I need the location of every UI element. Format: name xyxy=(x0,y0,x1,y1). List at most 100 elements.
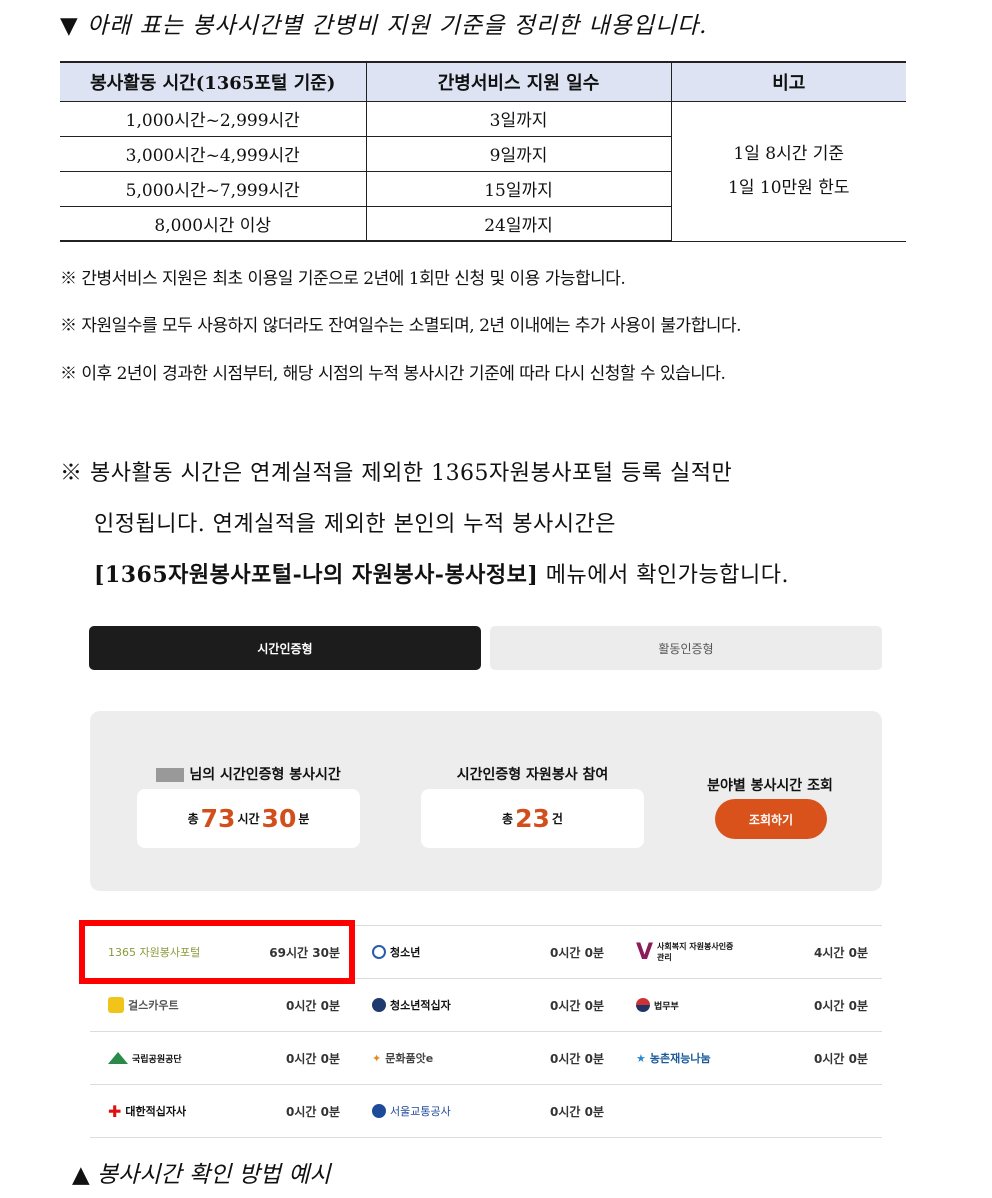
girlscout-icon xyxy=(108,997,124,1013)
org-name: 문화품앗e xyxy=(385,1052,434,1065)
note: ※ 자원일수를 모두 사용하지 않더라도 잔여일수는 소멸되며, 2년 이내에는… xyxy=(60,316,742,336)
list-item: 법무부 0시간 0분 xyxy=(618,979,882,1031)
table-cell: 1,000시간~2,999시간 xyxy=(60,101,366,137)
list-item: 청소년 0시간 0분 xyxy=(354,926,618,978)
table-cell: 3,000시간~4,999시간 xyxy=(60,136,366,172)
hours-value: 0시간 0분 xyxy=(286,1051,340,1066)
menu-path: [1365자원봉사포털-나의 자원봉사-봉사정보] xyxy=(94,562,539,588)
para-line: [1365자원봉사포털-나의 자원봉사-봉사정보] 메뉴에서 확인가능합니다. xyxy=(60,550,789,601)
org-logo: 서울교통공사 xyxy=(372,1103,451,1119)
redacted-name xyxy=(156,767,185,782)
hours-value: 73 xyxy=(200,804,236,833)
field-label: 분야별 봉사시간 조회 xyxy=(707,778,833,794)
remark-cell: 1일 8시간 기준 1일 10만원 한도 xyxy=(670,101,906,242)
org-name: 청소년 xyxy=(390,946,421,959)
star-icon: ★ xyxy=(636,1051,646,1065)
table-cell: 8,000시간 이상 xyxy=(60,206,366,242)
table-row: 8,000시간 이상 24일까지 xyxy=(60,206,906,242)
org-hours-list: 1365 자원봉사포털 69시간 30분 청소년 0시간 0분 V 사회복지 자원봉사… xyxy=(90,925,882,1138)
cross-circle-icon xyxy=(372,998,386,1012)
list-item: V 사회복지 자원봉사인증관리 4시간 0분 xyxy=(618,926,882,978)
info-paragraph: ※ 봉사활동 시간은 연계실적을 제외한 1365자원봉사포털 등록 실적만 인… xyxy=(60,448,789,601)
hours-value: 4시간 0분 xyxy=(814,945,868,960)
metro-icon xyxy=(372,1104,386,1118)
list-item: ✦ 문화품앗e 0시간 0분 xyxy=(354,1032,618,1084)
column-header: 비고 xyxy=(670,61,906,102)
total-prefix: 총 xyxy=(187,812,199,826)
table-cell: 24일까지 xyxy=(365,206,671,242)
lookup-button[interactable]: 조회하기 xyxy=(715,799,827,839)
list-item: 국립공원공단 0시간 0분 xyxy=(90,1032,354,1084)
column-header: 봉사활동 시간(1365포털 기준) xyxy=(60,61,366,102)
list-item: ✚ 대한적십자사 0시간 0분 xyxy=(90,1085,354,1137)
table-cell: 3일까지 xyxy=(365,101,671,137)
v-logo-icon: V xyxy=(636,939,654,965)
org-logo: 청소년 xyxy=(372,944,420,960)
hours-value: 69시간 30분 xyxy=(269,945,340,960)
list-row: ✚ 대한적십자사 0시간 0분 서울교통공사 0시간 0분 xyxy=(90,1085,882,1138)
hours-unit: 시간 xyxy=(237,812,260,826)
table-cell: 15일까지 xyxy=(365,171,671,207)
hours-value: 0시간 0분 xyxy=(814,998,868,1013)
hours-label-wrap: 님의 시간인증형 봉사시간 xyxy=(137,764,360,784)
org-name: 법무부 xyxy=(654,1001,679,1012)
participation-label: 시간인증형 자원봉사 참여 xyxy=(456,767,609,783)
caption: ▲ 봉사시간 확인 방법 예시 xyxy=(72,1162,331,1188)
intro-text: ▼ 아래 표는 봉사시간별 간병비 지원 기준을 정리한 내용입니다. xyxy=(60,13,708,39)
hours-value: 0시간 0분 xyxy=(550,1051,604,1066)
column-header: 간병서비스 지원 일수 xyxy=(365,61,671,102)
tab-activity-certified[interactable]: 활동인증형 xyxy=(490,626,882,670)
table-cell: 9일까지 xyxy=(365,136,671,172)
para-line: ※ 봉사활동 시간은 연계실적을 제외한 1365자원봉사포털 등록 실적만 xyxy=(60,461,733,486)
list-item: ★ 농촌재능나눔 0시간 0분 xyxy=(618,1032,882,1084)
hours-value: 0시간 0분 xyxy=(550,998,604,1013)
org-logo: 법무부 xyxy=(636,998,679,1012)
count-value: 23 xyxy=(515,804,550,833)
smile-icon xyxy=(372,945,386,959)
participation-card: 총 23 건 xyxy=(421,789,644,848)
hours-value: 0시간 0분 xyxy=(814,1051,868,1066)
org-name: 대한적십자사 xyxy=(125,1105,187,1118)
org-name: 걸스카우트 xyxy=(128,999,179,1012)
org-logo: 걸스카우트 xyxy=(108,997,179,1013)
highlight-box xyxy=(79,920,355,984)
people-icon: ✦ xyxy=(372,1051,382,1065)
org-name: 국립공원공단 xyxy=(132,1054,182,1065)
count-unit: 건 xyxy=(551,812,563,826)
mountain-icon xyxy=(108,1052,128,1064)
list-row: 걸스카우트 0시간 0분 청소년적십자 0시간 0분 법무부 0시간 0분 xyxy=(90,979,882,1032)
remark-line: 1일 8시간 기준 xyxy=(733,144,845,164)
list-row: 국립공원공단 0시간 0분 ✦ 문화품앗e 0시간 0분 ★ 농촌재능나눔 0시간 0분 xyxy=(90,1032,882,1085)
note: ※ 간병서비스 지원은 최초 이용일 기준으로 2년에 1회만 신청 및 이용 … xyxy=(60,269,626,289)
note: ※ 이후 2년이 경과한 시점부터, 해당 시점의 누적 봉사시간 기준에 따라… xyxy=(60,364,726,384)
org-name: 농촌재능나눔 xyxy=(649,1052,711,1065)
table-row: 3,000시간~4,999시간 9일까지 xyxy=(60,136,906,172)
org-logo: ✚ 대한적십자사 xyxy=(108,1102,186,1121)
list-item: 걸스카우트 0시간 0분 xyxy=(90,979,354,1031)
taegeuk-icon xyxy=(636,998,650,1012)
org-logo: ★ 농촌재능나눔 xyxy=(636,1050,711,1066)
org-name: 서울교통공사 xyxy=(390,1105,451,1118)
org-name: 사회복지 자원봉사인증관리 xyxy=(657,942,734,962)
summary-panel: 님의 시간인증형 봉사시간 총 73 시간 30 분 시간인증형 자원봉사 참여… xyxy=(90,711,882,891)
hours-value: 0시간 0분 xyxy=(286,1104,340,1119)
hours-value: 0시간 0분 xyxy=(550,945,604,960)
table-cell: 5,000시간~7,999시간 xyxy=(60,171,366,207)
org-name: 청소년적십자 xyxy=(390,999,451,1012)
org-logo: 청소년적십자 xyxy=(372,997,451,1013)
red-cross-icon: ✚ xyxy=(108,1101,122,1121)
support-table: 봉사활동 시간(1365포털 기준) 간병서비스 지원 일수 비고 1,000시… xyxy=(60,61,906,242)
hours-card: 총 73 시간 30 분 xyxy=(137,789,360,848)
list-item: 청소년적십자 0시간 0분 xyxy=(354,979,618,1031)
remark-line: 1일 10만원 한도 xyxy=(728,178,850,198)
para-text: 메뉴에서 확인가능합니다. xyxy=(538,563,789,588)
list-item: 서울교통공사 0시간 0분 xyxy=(354,1085,618,1137)
minutes-unit: 분 xyxy=(298,812,310,826)
hours-label: 님의 시간인증형 봉사시간 xyxy=(189,767,341,783)
org-logo: 국립공원공단 xyxy=(108,1052,182,1065)
table-row: 1,000시간~2,999시간 3일까지 1일 8시간 기준 1일 10만원 한… xyxy=(60,101,906,242)
tab-time-certified[interactable]: 시간인증형 xyxy=(89,626,481,670)
org-logo: ✦ 문화품앗e xyxy=(372,1050,433,1066)
table-header-row: 봉사활동 시간(1365포털 기준) 간병서비스 지원 일수 비고 xyxy=(60,61,906,102)
list-row: 1365 자원봉사포털 69시간 30분 청소년 0시간 0분 V 사회복지 자원봉사… xyxy=(90,926,882,979)
